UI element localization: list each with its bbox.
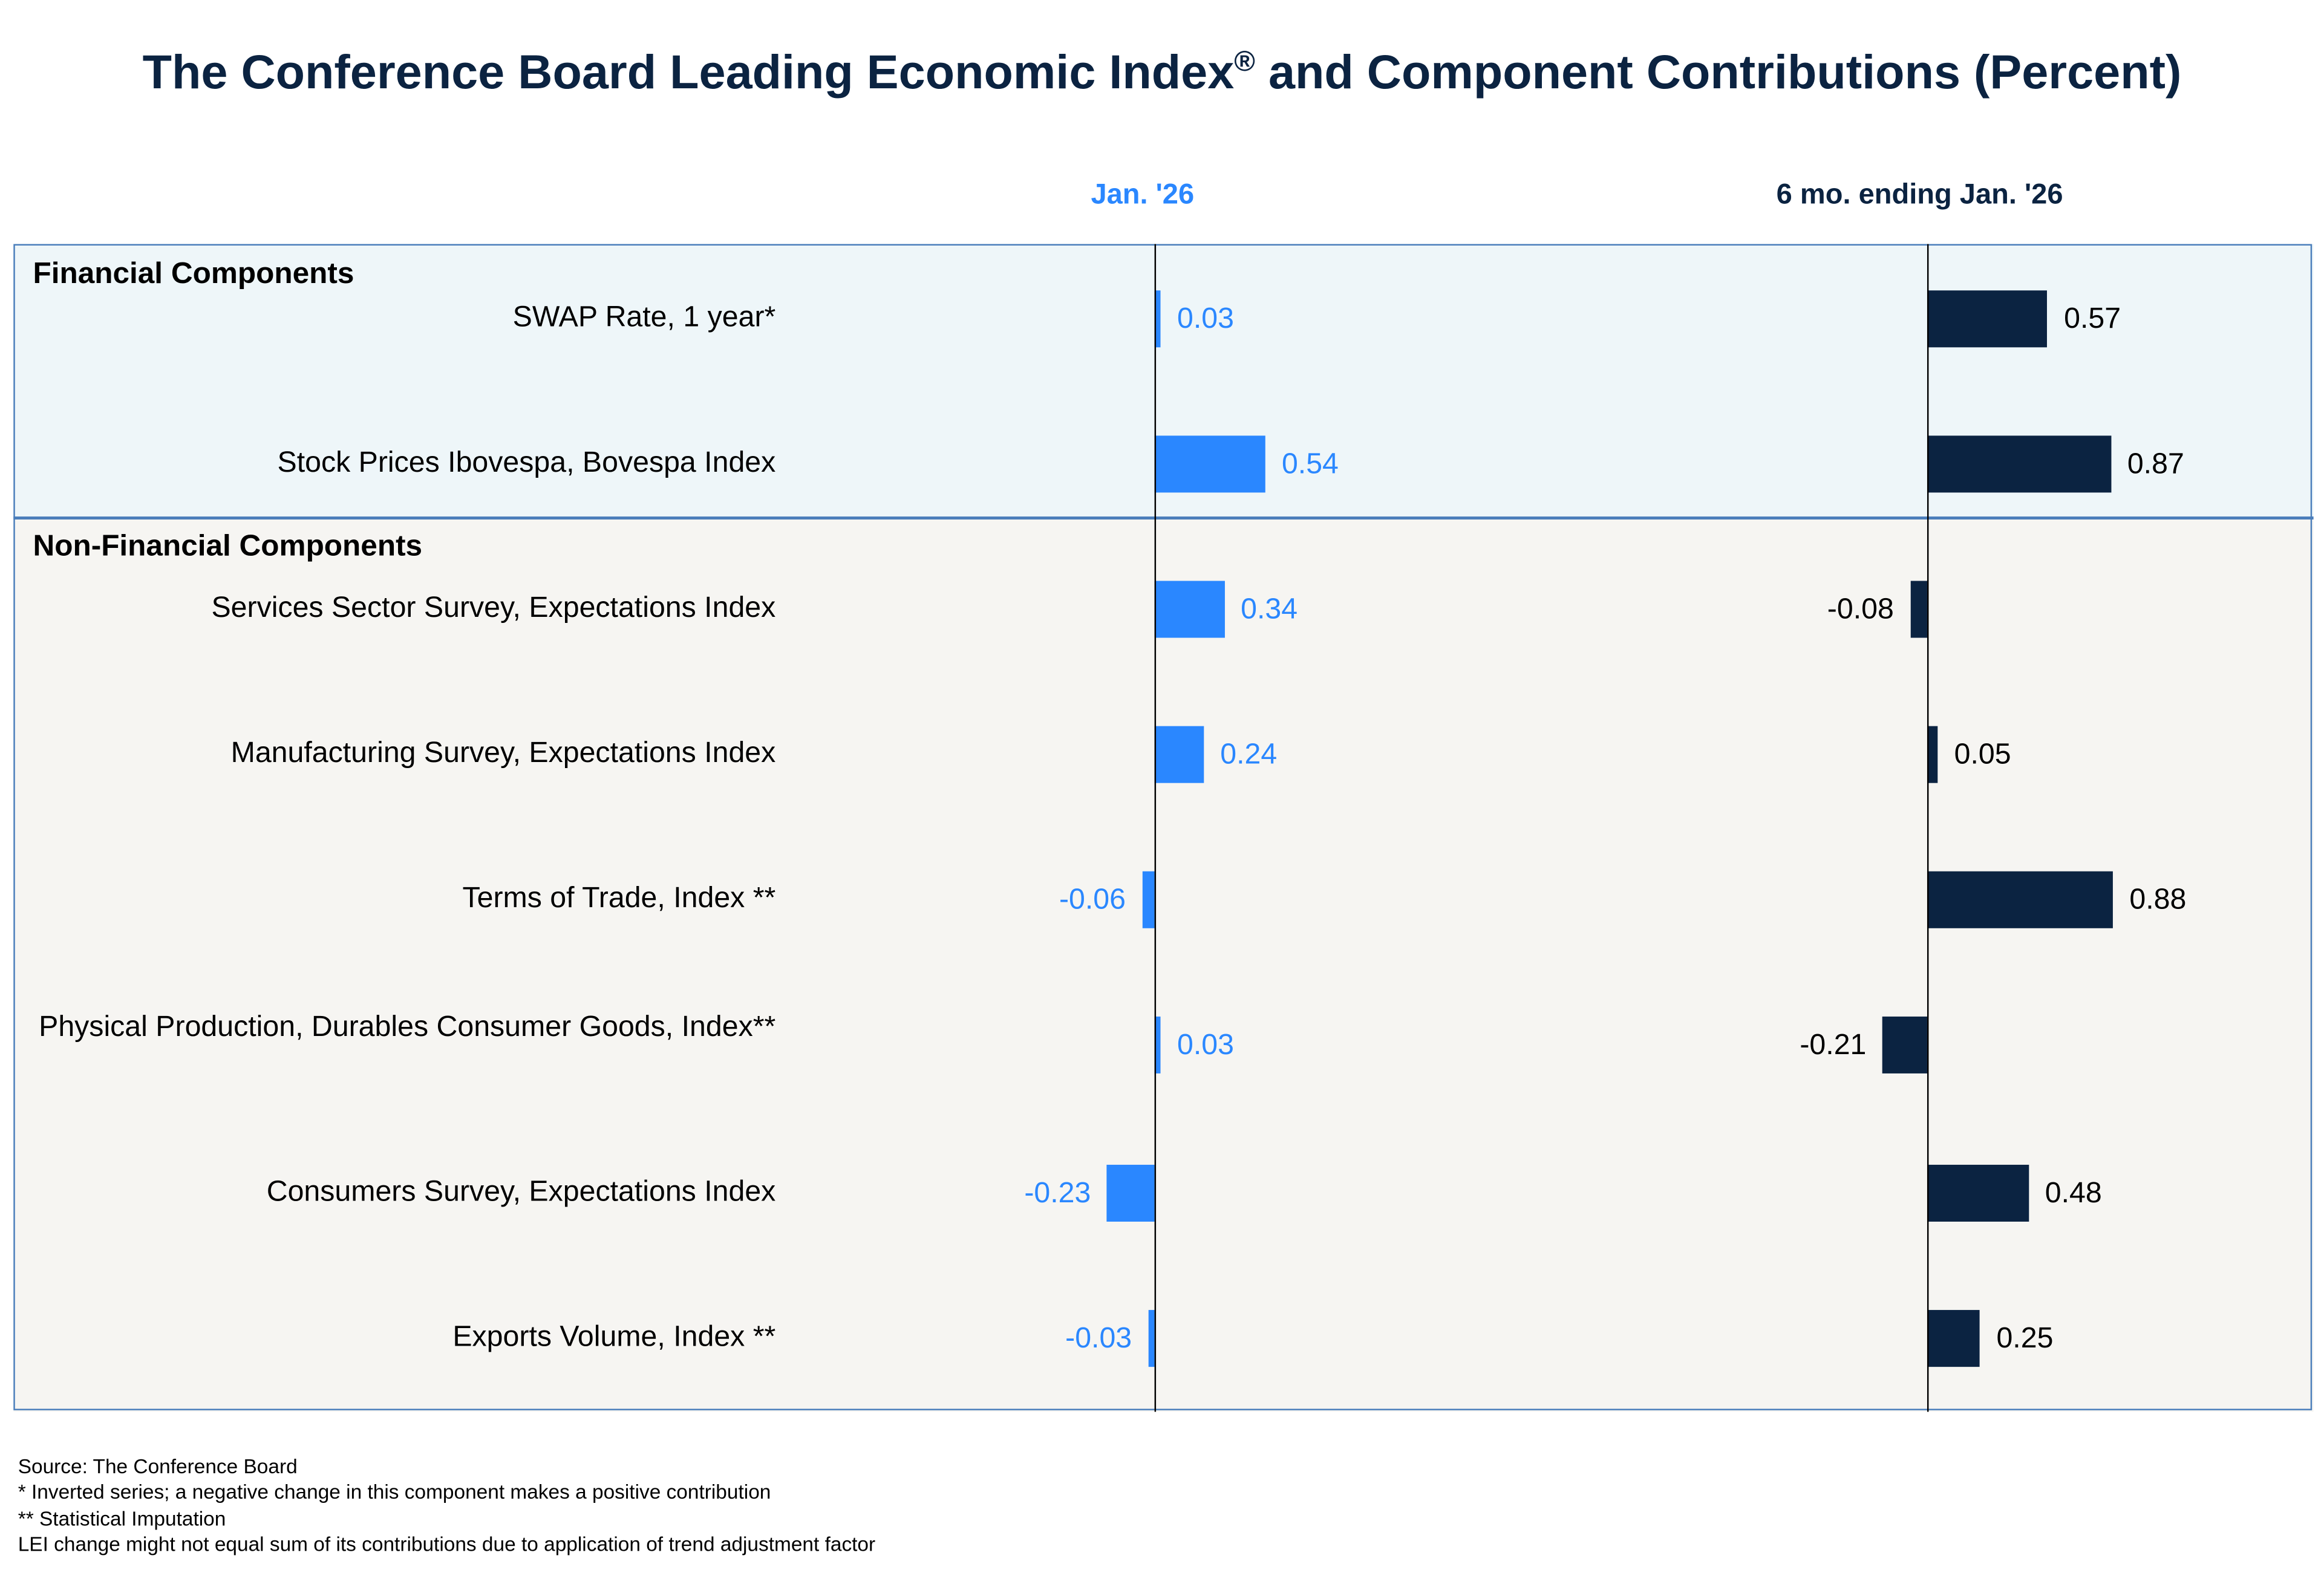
data-label-jan: 0.54 xyxy=(1281,448,1339,481)
data-label-jan: 0.34 xyxy=(1241,593,1298,626)
data-label-6mo: -0.08 xyxy=(1827,593,1894,626)
bar-6mo xyxy=(1927,1164,2029,1222)
row-label: Stock Prices Ibovespa, Bovespa Index xyxy=(277,446,776,480)
title-suffix: and Component Contributions (Percent) xyxy=(1255,45,2182,99)
row-label: Manufacturing Survey, Expectations Index xyxy=(230,736,776,770)
section-heading-financial: Financial Components xyxy=(33,257,354,291)
data-label-6mo: 0.87 xyxy=(2127,448,2184,481)
data-label-6mo: -0.21 xyxy=(1800,1028,1867,1062)
row-label: Services Sector Survey, Expectations Ind… xyxy=(211,591,776,625)
registered-mark: ® xyxy=(1234,47,1255,79)
footnote-inverted: * Inverted series; a negative change in … xyxy=(18,1481,771,1504)
chart-frame xyxy=(13,244,2313,1410)
zero-axis-jan xyxy=(1154,244,1157,1412)
title-text: The Conference Board Leading Economic In… xyxy=(142,45,1235,99)
data-label-6mo: 0.25 xyxy=(1996,1321,2054,1355)
data-label-6mo: 0.48 xyxy=(2045,1176,2102,1210)
bar-jan xyxy=(1154,726,1204,783)
row-label: Exports Volume, Index ** xyxy=(452,1320,776,1353)
bar-jan xyxy=(1154,290,1161,348)
section-divider xyxy=(13,516,2314,520)
footnotes: Source: The Conference Board * Inverted … xyxy=(18,1454,875,1557)
footnote-trend: LEI change might not equal sum of its co… xyxy=(18,1532,876,1555)
column-header-6mo: 6 mo. ending Jan. '26 xyxy=(1776,180,2063,212)
zero-axis-6mo xyxy=(1927,244,1929,1412)
data-label-jan: 0.03 xyxy=(1177,302,1234,336)
bar-6mo xyxy=(1927,435,2111,493)
bar-jan xyxy=(1148,1310,1155,1367)
bar-6mo xyxy=(1927,726,1938,783)
section-heading-non-financial: Non-Financial Components xyxy=(33,530,423,563)
column-header-jan: Jan. '26 xyxy=(1091,180,1195,212)
data-label-jan: 0.03 xyxy=(1177,1028,1234,1062)
data-label-jan: -0.23 xyxy=(1024,1176,1091,1210)
bar-6mo xyxy=(1927,290,2048,348)
bar-6mo xyxy=(1927,871,2113,928)
data-label-6mo: 0.05 xyxy=(1954,738,2011,771)
data-label-jan: -0.03 xyxy=(1065,1321,1132,1355)
bar-jan xyxy=(1154,435,1265,493)
bar-jan xyxy=(1154,1016,1161,1073)
bar-jan xyxy=(1107,1164,1155,1222)
row-label: Physical Production, Durables Consumer G… xyxy=(39,1010,776,1044)
data-label-6mo: 0.88 xyxy=(2129,883,2187,917)
footnote-imputation: ** Statistical Imputation xyxy=(18,1506,226,1529)
bar-jan xyxy=(1154,581,1224,638)
row-label: Consumers Survey, Expectations Index xyxy=(266,1175,776,1208)
data-label-jan: 0.24 xyxy=(1220,738,1278,771)
data-label-jan: -0.06 xyxy=(1059,883,1126,917)
bar-6mo xyxy=(1910,581,1927,638)
chart-title: The Conference Board Leading Economic In… xyxy=(0,45,2324,100)
bar-jan xyxy=(1142,871,1155,928)
row-label: SWAP Rate, 1 year* xyxy=(512,301,776,334)
non-financial-section-bg xyxy=(13,518,2314,1412)
bar-6mo xyxy=(1882,1016,1927,1073)
bar-6mo xyxy=(1927,1310,1980,1367)
footnote-source: Source: The Conference Board xyxy=(18,1455,298,1478)
data-label-6mo: 0.57 xyxy=(2064,302,2121,336)
row-label: Terms of Trade, Index ** xyxy=(462,882,776,915)
